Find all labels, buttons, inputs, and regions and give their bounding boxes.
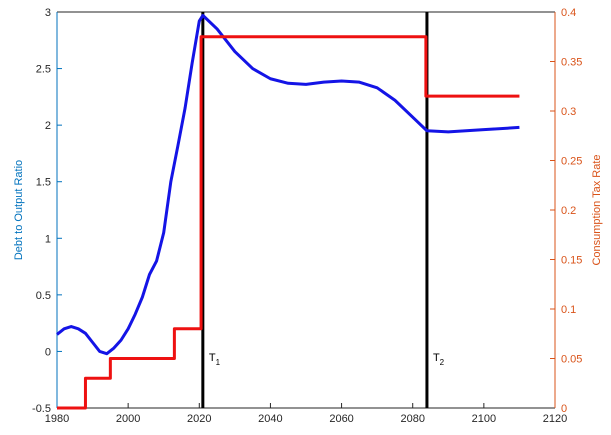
y2-tick-label: 0.2 (561, 205, 576, 217)
y2-tick-label: 0.35 (561, 57, 582, 69)
annotation-text: T (433, 352, 440, 364)
y2-tick-label: 0.3 (561, 106, 576, 118)
y2-axis-label: Consumption Tax Rate (591, 154, 603, 265)
annotation: T2 (433, 352, 445, 367)
x-tick-label: 2020 (187, 413, 211, 425)
series-line (57, 35, 520, 410)
y2-tick-label: 0.25 (561, 156, 582, 168)
x-tick-label: 2040 (258, 413, 282, 425)
y-tick-label: 0.5 (36, 290, 51, 302)
y2-tick-label: 0.1 (561, 304, 576, 316)
y-tick-label: 1.5 (36, 177, 51, 189)
x-tick-label: 2120 (543, 413, 567, 425)
annotation-text: T (209, 352, 216, 364)
y2-tick-label: 0.05 (561, 354, 582, 366)
y2-tick-label: 0 (561, 403, 567, 415)
y-tick-label: 0 (45, 346, 51, 358)
annotation-subscript: 2 (440, 358, 445, 367)
x-tick-label: 2080 (400, 413, 424, 425)
y-tick-label: 2.5 (36, 64, 51, 76)
y2-tick-label: 0.4 (561, 7, 576, 19)
x-tick-label: 1980 (45, 413, 69, 425)
y-axis-label: Debt to Output Ratio (13, 160, 25, 260)
annotation-subscript: 1 (216, 358, 221, 367)
annotation: T1 (209, 352, 221, 367)
x-tick-label: 2060 (329, 413, 353, 425)
y-tick-label: -0.5 (32, 403, 51, 415)
y-tick-label: 3 (45, 7, 51, 19)
plot-area (57, 12, 555, 408)
y-tick-label: 1 (45, 233, 51, 245)
y-tick-label: 2 (45, 120, 51, 132)
x-tick-label: 2000 (116, 413, 140, 425)
series-line (56, 13, 520, 356)
x-tick-label: 2100 (472, 413, 496, 425)
y2-tick-label: 0.15 (561, 255, 582, 267)
